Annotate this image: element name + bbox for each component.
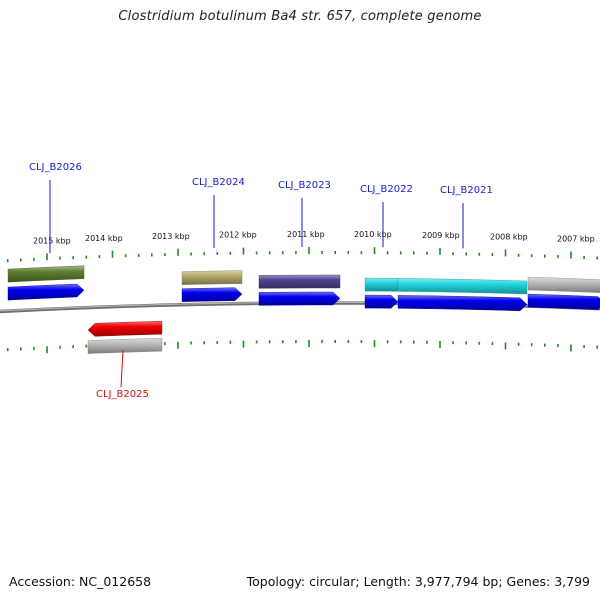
kbp-label: 2014 kbp [85,234,123,243]
kbp-label: 2013 kbp [152,232,190,241]
category-bar [364,277,399,292]
map-title: Clostridium botulinum Ba4 str. 657, comp… [118,9,482,24]
gene-label: CLJ_B2026 [29,162,82,173]
kbp-label: 2009 kbp [422,231,460,240]
kbp-label: 2010 kbp [354,230,392,239]
category-bar [87,338,163,354]
accession-label: Accession: NC_012658 [9,574,152,589]
kbp-label: 2011 kbp [287,230,325,239]
category-bar [397,278,528,295]
cds-arrow [181,287,243,302]
gene-label: CLJ_B2023 [278,180,331,191]
kbp-label: 2015 kbp [33,236,71,245]
gene-label: CLJ_B2022 [360,184,413,195]
genome-summary: Topology: circular; Length: 3,977,794 bp… [246,574,590,589]
category-bar [258,274,341,289]
cds-arrow [7,283,85,301]
cds-arrow [87,321,163,337]
category-bar [527,276,600,293]
kbp-label: 2012 kbp [219,231,257,240]
kbp-label: 2007 kbp [557,235,595,244]
gene-label: CLJ_B2025 [96,389,149,400]
category-bar [7,265,85,283]
cds-arrows [7,283,600,337]
label-leader-line [120,350,124,388]
kbp-label: 2008 kbp [490,232,528,241]
cds-arrow [258,291,341,306]
gene-labels: CLJ_B2026 CLJ_B2025 CLJ_B2024 CLJ_B2023 CLJ_… [29,162,493,400]
category-bar [181,270,243,285]
ruler-labels: 2015 kbp 2014 kbp 2013 kbp 2012 kbp 2011 kbp… [33,230,595,245]
cds-arrow [364,294,399,309]
category-bars [7,265,600,354]
cds-arrow [527,293,600,310]
gene-label: CLJ_B2021 [440,185,493,196]
gene-label: CLJ_B2024 [192,177,245,188]
cds-arrow [397,295,528,312]
